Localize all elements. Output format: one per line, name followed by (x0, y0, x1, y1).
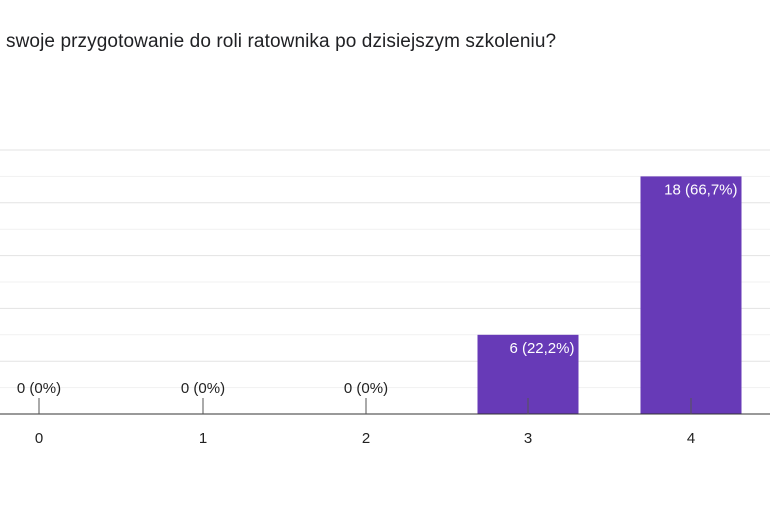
bar-4 (640, 176, 742, 414)
data-label-4: 18 (66,7%) (664, 181, 737, 198)
data-labels: 0 (0%) 0 (0%) 0 (0%) 6 (22,2%) 18 (66,7%) (17, 181, 738, 397)
x-tick-label-1: 1 (199, 430, 207, 447)
x-ticks: 0 1 2 3 4 (35, 398, 695, 447)
chart-title: swoje przygotowanie do roli ratownika po… (6, 31, 557, 52)
x-tick-label-4: 4 (687, 430, 695, 447)
x-tick-label-2: 2 (362, 430, 370, 447)
x-tick-label-0: 0 (35, 430, 43, 447)
x-tick-label-3: 3 (524, 430, 532, 447)
data-label-3: 6 (22,2%) (509, 340, 574, 357)
bars (477, 176, 742, 414)
data-label-1: 0 (0%) (181, 380, 225, 397)
data-label-0: 0 (0%) (17, 380, 61, 397)
data-label-2: 0 (0%) (344, 380, 388, 397)
